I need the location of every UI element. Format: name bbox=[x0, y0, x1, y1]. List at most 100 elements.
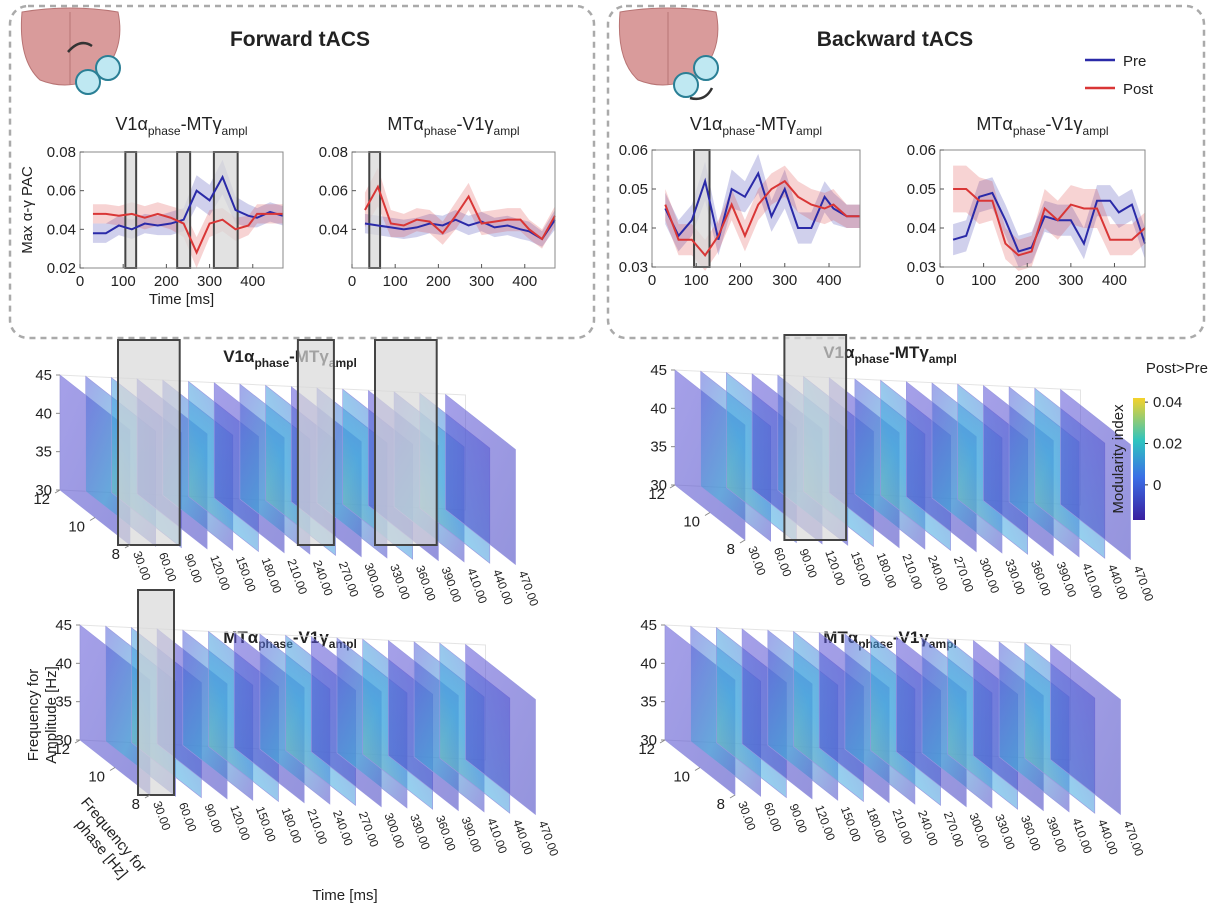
time-tick-label: 410.00 bbox=[464, 566, 490, 606]
heatmap-slice bbox=[445, 393, 516, 566]
time-tick-label: 470.00 bbox=[516, 569, 542, 609]
time-tick-label: 240.00 bbox=[915, 808, 941, 848]
chart-title: V1αphase-MTγampl bbox=[690, 114, 822, 138]
brain-icon bbox=[618, 7, 719, 101]
time-axis-label: Time [ms] bbox=[312, 887, 377, 904]
colorbar-tick-label: 0 bbox=[1153, 477, 1161, 494]
title-part: -V1γ bbox=[457, 114, 494, 134]
x-tick-label: 0 bbox=[936, 272, 944, 289]
phase-tick-label: 10 bbox=[88, 769, 105, 786]
time-tick-label: 210.00 bbox=[304, 807, 330, 847]
time-tick-label: 30.00 bbox=[150, 799, 174, 832]
phase-tick bbox=[109, 767, 116, 771]
time-tick-label: 440.00 bbox=[510, 817, 536, 857]
y-tick-label: 0.08 bbox=[47, 144, 76, 161]
time-tick-label: 90.00 bbox=[202, 802, 226, 835]
phase-tick-label: 10 bbox=[68, 519, 85, 536]
y-tick-label: 0.02 bbox=[47, 260, 76, 277]
x-tick-label: 200 bbox=[154, 273, 179, 290]
plot-frame bbox=[939, 149, 1146, 268]
colorbar-tick-label: 0.02 bbox=[1153, 435, 1182, 452]
time-tick-label: 60.00 bbox=[771, 546, 795, 579]
amp-tick-label: 45 bbox=[650, 362, 667, 379]
phase-tick-label: 12 bbox=[53, 741, 70, 758]
y-tick-label: 0.06 bbox=[319, 183, 348, 200]
time-tick-label: 60.00 bbox=[156, 551, 180, 584]
title-subscript: phase bbox=[1013, 124, 1046, 138]
x-tick-label: 400 bbox=[817, 272, 842, 289]
chart-title: MTαphase-V1γampl bbox=[823, 628, 957, 651]
heatmap-slice bbox=[1060, 388, 1131, 561]
heatmap-slice bbox=[1050, 643, 1121, 816]
chart-title: V1αphase-MTγampl bbox=[223, 347, 357, 370]
time-tick-label: 440.00 bbox=[490, 567, 516, 607]
y-tick-label: 0.05 bbox=[619, 181, 648, 198]
chart-title: V1αphase-MTγampl bbox=[115, 114, 247, 138]
panel-frame bbox=[606, 4, 1206, 340]
title-subscript: phase bbox=[854, 352, 889, 366]
phase-tick bbox=[694, 767, 701, 771]
time-tick-label: 240.00 bbox=[925, 553, 951, 593]
series-line bbox=[92, 174, 284, 235]
time-tick-label: 330.00 bbox=[387, 562, 413, 602]
time-tick-label: 300.00 bbox=[976, 556, 1002, 596]
time-tick-label: 120.00 bbox=[812, 803, 838, 843]
amp-tick-label: 40 bbox=[650, 400, 667, 417]
x-tick-label: 100 bbox=[383, 273, 408, 290]
chart-title: MTαphase-V1γampl bbox=[387, 114, 519, 138]
title-part: MTα bbox=[387, 114, 423, 134]
phase-tick-label: 12 bbox=[33, 491, 50, 508]
time-tick-label: 150.00 bbox=[838, 804, 864, 844]
time-tick-label: 360.00 bbox=[1018, 814, 1044, 854]
amp-tick-label: 35 bbox=[640, 694, 657, 711]
title-part: -MTγ bbox=[755, 114, 796, 134]
plot-frame bbox=[79, 151, 284, 269]
y-tick-label: 0.06 bbox=[47, 183, 76, 200]
amp-tick-label: 30 bbox=[640, 732, 657, 749]
time-tick-label: 30.00 bbox=[130, 549, 154, 582]
x-tick-label: 300 bbox=[197, 273, 222, 290]
title-subscript: ampl bbox=[329, 356, 357, 370]
error-band bbox=[665, 153, 860, 256]
series-line bbox=[953, 188, 1146, 257]
x-tick-label: 200 bbox=[728, 272, 753, 289]
amp-tick-label: 45 bbox=[640, 617, 657, 634]
phase-tick bbox=[74, 739, 81, 744]
error-band bbox=[665, 165, 860, 271]
x-tick-label: 400 bbox=[1102, 272, 1127, 289]
x-tick-label: 0 bbox=[648, 272, 656, 289]
y-tick-label: 0.04 bbox=[319, 221, 348, 238]
y-tick-label: 0.03 bbox=[907, 259, 936, 276]
x-tick-label: 200 bbox=[1015, 272, 1040, 289]
x-tick-label: 0 bbox=[348, 273, 356, 290]
time-tick-label: 270.00 bbox=[336, 560, 362, 600]
y-tick-label: 0.06 bbox=[907, 142, 936, 159]
x-tick-label: 400 bbox=[512, 273, 537, 290]
time-tick-label: 390.00 bbox=[1054, 560, 1080, 600]
title-subscript: ampl bbox=[494, 124, 520, 138]
time-tick-label: 470.00 bbox=[1131, 564, 1157, 604]
amp-tick-label: 45 bbox=[55, 617, 72, 634]
amp-tick-label: 40 bbox=[640, 655, 657, 672]
time-tick-label: 120.00 bbox=[227, 803, 253, 843]
time-tick-label: 390.00 bbox=[459, 815, 485, 855]
time-tick-label: 410.00 bbox=[1069, 816, 1095, 856]
phase-tick bbox=[739, 539, 746, 544]
phase-tick-label: 10 bbox=[683, 514, 700, 531]
time-tick-label: 120.00 bbox=[822, 548, 848, 588]
series-line bbox=[664, 170, 860, 240]
time-tick-label: 410.00 bbox=[484, 816, 510, 856]
legend-label: Post bbox=[1123, 81, 1154, 98]
time-tick-label: 360.00 bbox=[1028, 559, 1054, 599]
title-subscript: ampl bbox=[929, 352, 957, 366]
time-tick-label: 180.00 bbox=[874, 551, 900, 591]
phase-tick bbox=[124, 544, 131, 549]
highlight-window bbox=[117, 339, 181, 546]
x-tick-label: 100 bbox=[684, 272, 709, 289]
phase-tick-label: 8 bbox=[717, 796, 725, 813]
time-tick-label: 150.00 bbox=[253, 804, 279, 844]
phase-tick bbox=[704, 512, 711, 516]
phase-tick bbox=[659, 739, 666, 744]
x-tick-label: 0 bbox=[76, 273, 84, 290]
y-axis-label: Max α-γ PAC bbox=[19, 166, 36, 254]
